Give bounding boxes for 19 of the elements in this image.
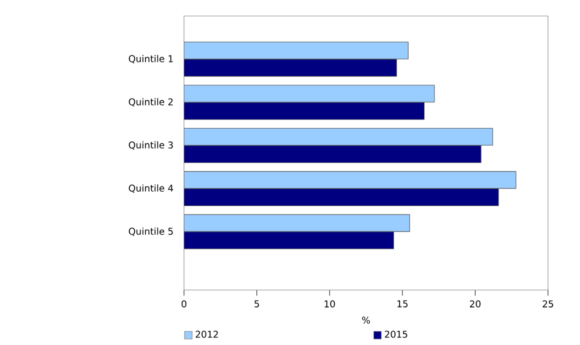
bar (184, 188, 499, 206)
y-tick-label: Quintile 4 (128, 184, 174, 193)
legend-label: 2015 (384, 330, 408, 338)
y-tick-label: Quintile 1 (128, 55, 173, 64)
y-tick-label: Quintile 5 (128, 228, 173, 236)
x-tick-label: 0 (182, 300, 186, 308)
bar (184, 145, 482, 163)
x-tick-label: 25 (542, 300, 554, 308)
x-tick-label: 10 (324, 300, 335, 308)
legend-label: 2012 (196, 330, 218, 338)
x-tick-label: 20 (470, 300, 481, 308)
x-axis-title: % (362, 316, 370, 324)
x-tick-label: 5 (254, 300, 259, 308)
y-tick-label: Quintile 3 (128, 141, 173, 150)
x-tick-label: 15 (397, 300, 408, 308)
bar (184, 102, 425, 120)
bar (184, 232, 394, 250)
y-tick-label: Quintile 2 (128, 98, 173, 106)
bar (184, 59, 397, 77)
